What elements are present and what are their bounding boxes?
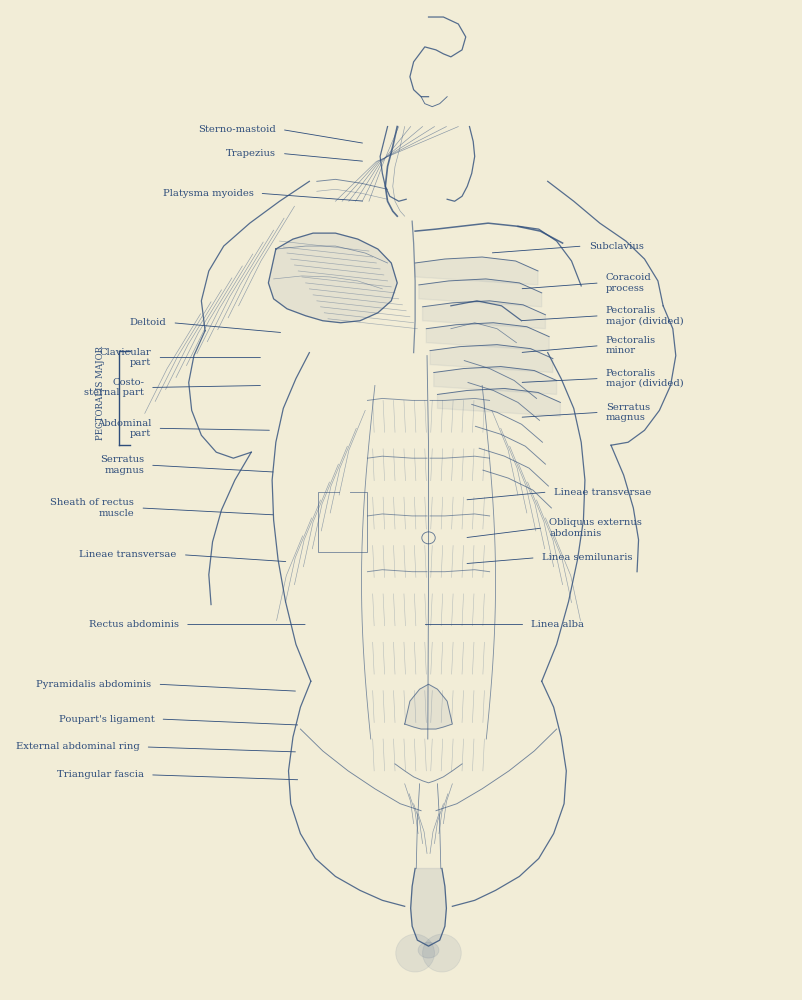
Text: Linea semilunaris: Linea semilunaris [541,553,631,562]
Text: Deltoid: Deltoid [129,318,166,327]
Text: PECTORALIS MAJOR: PECTORALIS MAJOR [96,345,105,440]
Text: Pyramidalis abdominis: Pyramidalis abdominis [36,680,152,689]
Text: Sterno-mastoid: Sterno-mastoid [198,125,276,134]
Text: Serratus
magnus: Serratus magnus [99,455,144,475]
Text: Poupart's ligament: Poupart's ligament [59,715,154,724]
Polygon shape [410,868,446,946]
Ellipse shape [395,934,434,972]
Text: External abdominal ring: External abdominal ring [16,742,140,751]
Ellipse shape [418,942,439,958]
Polygon shape [422,301,545,329]
Text: Abdominal
part: Abdominal part [97,419,152,438]
Text: Lineae transversae: Lineae transversae [79,550,176,559]
Text: Sheath of rectus
muscle: Sheath of rectus muscle [51,498,134,518]
Text: Obliquus externus
abdominis: Obliquus externus abdominis [549,518,642,538]
Text: Triangular fascia: Triangular fascia [57,770,144,779]
Polygon shape [404,684,452,729]
Text: Costo-
sternal part: Costo- sternal part [84,378,144,397]
Polygon shape [426,323,549,351]
Text: Clavicular
part: Clavicular part [99,348,152,367]
Polygon shape [268,233,397,323]
Text: Trapezius: Trapezius [225,149,276,158]
Text: Platysma myoides: Platysma myoides [163,189,253,198]
Polygon shape [437,388,560,416]
Ellipse shape [422,934,460,972]
Text: Coracoid
process: Coracoid process [605,273,650,293]
Text: Pectoralis
major (divided): Pectoralis major (divided) [605,369,683,388]
Text: Subclavius: Subclavius [588,242,642,251]
Text: Pectoralis
minor: Pectoralis minor [605,336,655,355]
Text: Pectoralis
major (divided): Pectoralis major (divided) [605,306,683,326]
Text: Lineae transversae: Lineae transversae [553,488,650,497]
Text: Serratus
magnus: Serratus magnus [605,403,649,422]
Polygon shape [433,367,556,394]
Polygon shape [419,279,541,307]
Polygon shape [430,345,553,373]
Polygon shape [415,257,537,285]
Text: Linea alba: Linea alba [531,620,584,629]
Text: Rectus abdominis: Rectus abdominis [89,620,179,629]
